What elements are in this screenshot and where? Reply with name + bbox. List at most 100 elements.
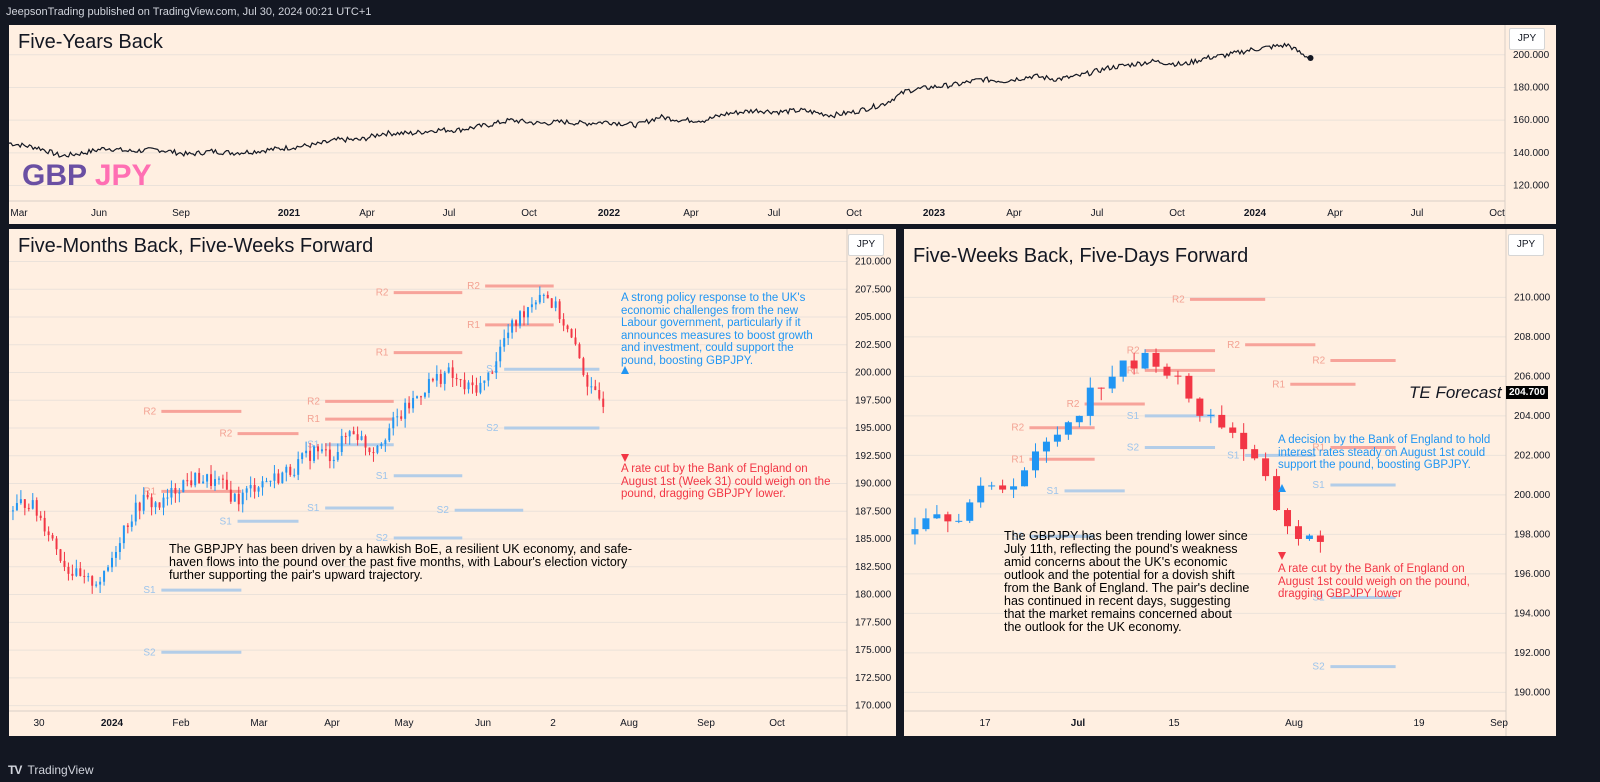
candle-body <box>198 472 201 484</box>
y-tick-label: 194.000 <box>1514 608 1551 619</box>
x-tick-label: Oct <box>846 208 862 219</box>
candle-body <box>360 436 363 440</box>
down-arrow-icon <box>621 454 629 462</box>
bearish-scenario-note: A rate cut by the Bank of England on Aug… <box>621 463 831 500</box>
level-label: S2 <box>143 647 156 658</box>
candle-body <box>71 573 74 576</box>
candle-body <box>526 307 529 318</box>
y-tick-label: 207.500 <box>855 284 892 295</box>
candle-body <box>977 485 985 503</box>
five-months-chart-panel[interactable]: Five-Months Back, Five-Weeks Forward JPY… <box>9 229 896 736</box>
candle-body <box>396 416 399 418</box>
publisher-text: JeepsonTrading published on TradingView.… <box>6 6 372 18</box>
level-label: S1 <box>486 364 499 375</box>
x-tick-label: 19 <box>1413 718 1425 729</box>
y-tick-label: 204.000 <box>1514 411 1551 422</box>
y-tick-label: 172.500 <box>855 673 892 684</box>
y-tick-label: 200.000 <box>855 368 892 379</box>
bullish-scenario-note: A strong policy response to the UK's eco… <box>621 292 813 367</box>
x-tick-label: Mar <box>10 208 28 219</box>
currency-label[interactable]: JPY <box>1509 28 1545 50</box>
x-tick-label: Oct <box>769 718 785 729</box>
candle-body <box>221 478 224 480</box>
up-arrow-icon <box>1278 484 1286 492</box>
candle-body <box>35 500 38 516</box>
candle-body <box>150 497 153 508</box>
candle-body <box>269 480 272 482</box>
candle-body <box>590 386 593 388</box>
candle-body <box>43 517 46 532</box>
five-years-line-chart: 200.000 180.000 160.000 140.000 120.000 Mar Ju… <box>9 25 1550 224</box>
candle-body <box>1273 476 1281 511</box>
candle-body <box>245 488 248 493</box>
candle-body <box>186 480 189 482</box>
candle-body <box>511 320 514 333</box>
candle-body <box>79 568 82 576</box>
y-tick-label: 160.000 <box>1513 115 1550 126</box>
x-tick-label: Oct <box>1169 208 1185 219</box>
y-tick-label: 185.000 <box>855 534 892 545</box>
candle-body <box>225 479 228 490</box>
candle-body <box>348 431 351 437</box>
candle-body <box>519 311 522 326</box>
candle-body <box>530 304 533 308</box>
candle-body <box>1174 375 1182 377</box>
candle-body <box>1294 526 1302 539</box>
level-label: R2 <box>1227 340 1240 351</box>
currency-label[interactable]: JPY <box>1508 234 1544 256</box>
candle-body <box>1119 360 1127 377</box>
chart-title: Five-Months Back, Five-Weeks Forward <box>18 235 374 257</box>
candle-body <box>23 499 26 508</box>
candle-body <box>233 493 236 502</box>
level-label: R1 <box>143 486 156 497</box>
level-label: R2 <box>1172 294 1185 305</box>
candle-body <box>320 449 323 452</box>
candle-body <box>229 489 232 502</box>
candle-body <box>594 386 597 391</box>
candle-body <box>87 576 90 578</box>
five-weeks-chart-panel[interactable]: Five-Weeks Back, Five-Days Forward JPY 2… <box>904 229 1556 736</box>
level-label: R1 <box>1127 365 1140 376</box>
x-tick-label: Apr <box>359 208 375 219</box>
candle-body <box>1262 458 1270 477</box>
candle-body <box>277 473 280 484</box>
candle-body <box>911 529 919 535</box>
summary-note: The GBPJPY has been driven by a hawkish … <box>169 542 632 582</box>
level-label: S2 <box>1127 442 1140 453</box>
candle-body <box>261 481 264 488</box>
five-months-candlestick-chart: 210.000 207.500 205.000 202.500 200.000 197.5… <box>9 229 892 736</box>
candle-body <box>170 487 173 498</box>
level-label: R2 <box>1312 356 1325 367</box>
candle-body <box>1010 486 1018 490</box>
x-tick-label: 2021 <box>278 208 301 219</box>
level-label: S1 <box>1312 593 1325 604</box>
candle-body <box>483 380 486 383</box>
currency-pair-logo: GBP JPY <box>22 159 152 193</box>
candle-body <box>542 294 545 296</box>
x-tick-label: Feb <box>172 718 190 729</box>
y-tick-label: 206.000 <box>1514 371 1551 382</box>
candle-body <box>297 459 300 475</box>
y-tick-label: 190.000 <box>855 479 892 490</box>
x-tick-label: Aug <box>1285 718 1303 729</box>
candle-body <box>554 301 557 308</box>
x-tick-label: 30 <box>33 718 45 729</box>
five-years-chart-panel[interactable]: Five-Years Back GBP JPY JPY 200.000 180.0… <box>9 25 1556 224</box>
candle-body <box>431 378 434 381</box>
base-currency-text: GBP <box>22 159 87 192</box>
candle-body <box>103 570 106 582</box>
x-tick-label: 2024 <box>101 718 124 729</box>
candle-body <box>463 379 466 390</box>
candle-body <box>114 552 117 558</box>
x-tick-label: 15 <box>1168 718 1180 729</box>
currency-label[interactable]: JPY <box>848 234 884 256</box>
candle-body <box>459 379 462 381</box>
candle-body <box>130 521 133 527</box>
candle-body <box>237 493 240 505</box>
candle-body <box>408 402 411 409</box>
candle-body <box>1064 422 1072 435</box>
quote-currency-text: JPY <box>94 159 152 192</box>
level-label: S1 <box>220 516 233 527</box>
candle-body <box>455 377 458 380</box>
candle-body <box>435 374 438 381</box>
